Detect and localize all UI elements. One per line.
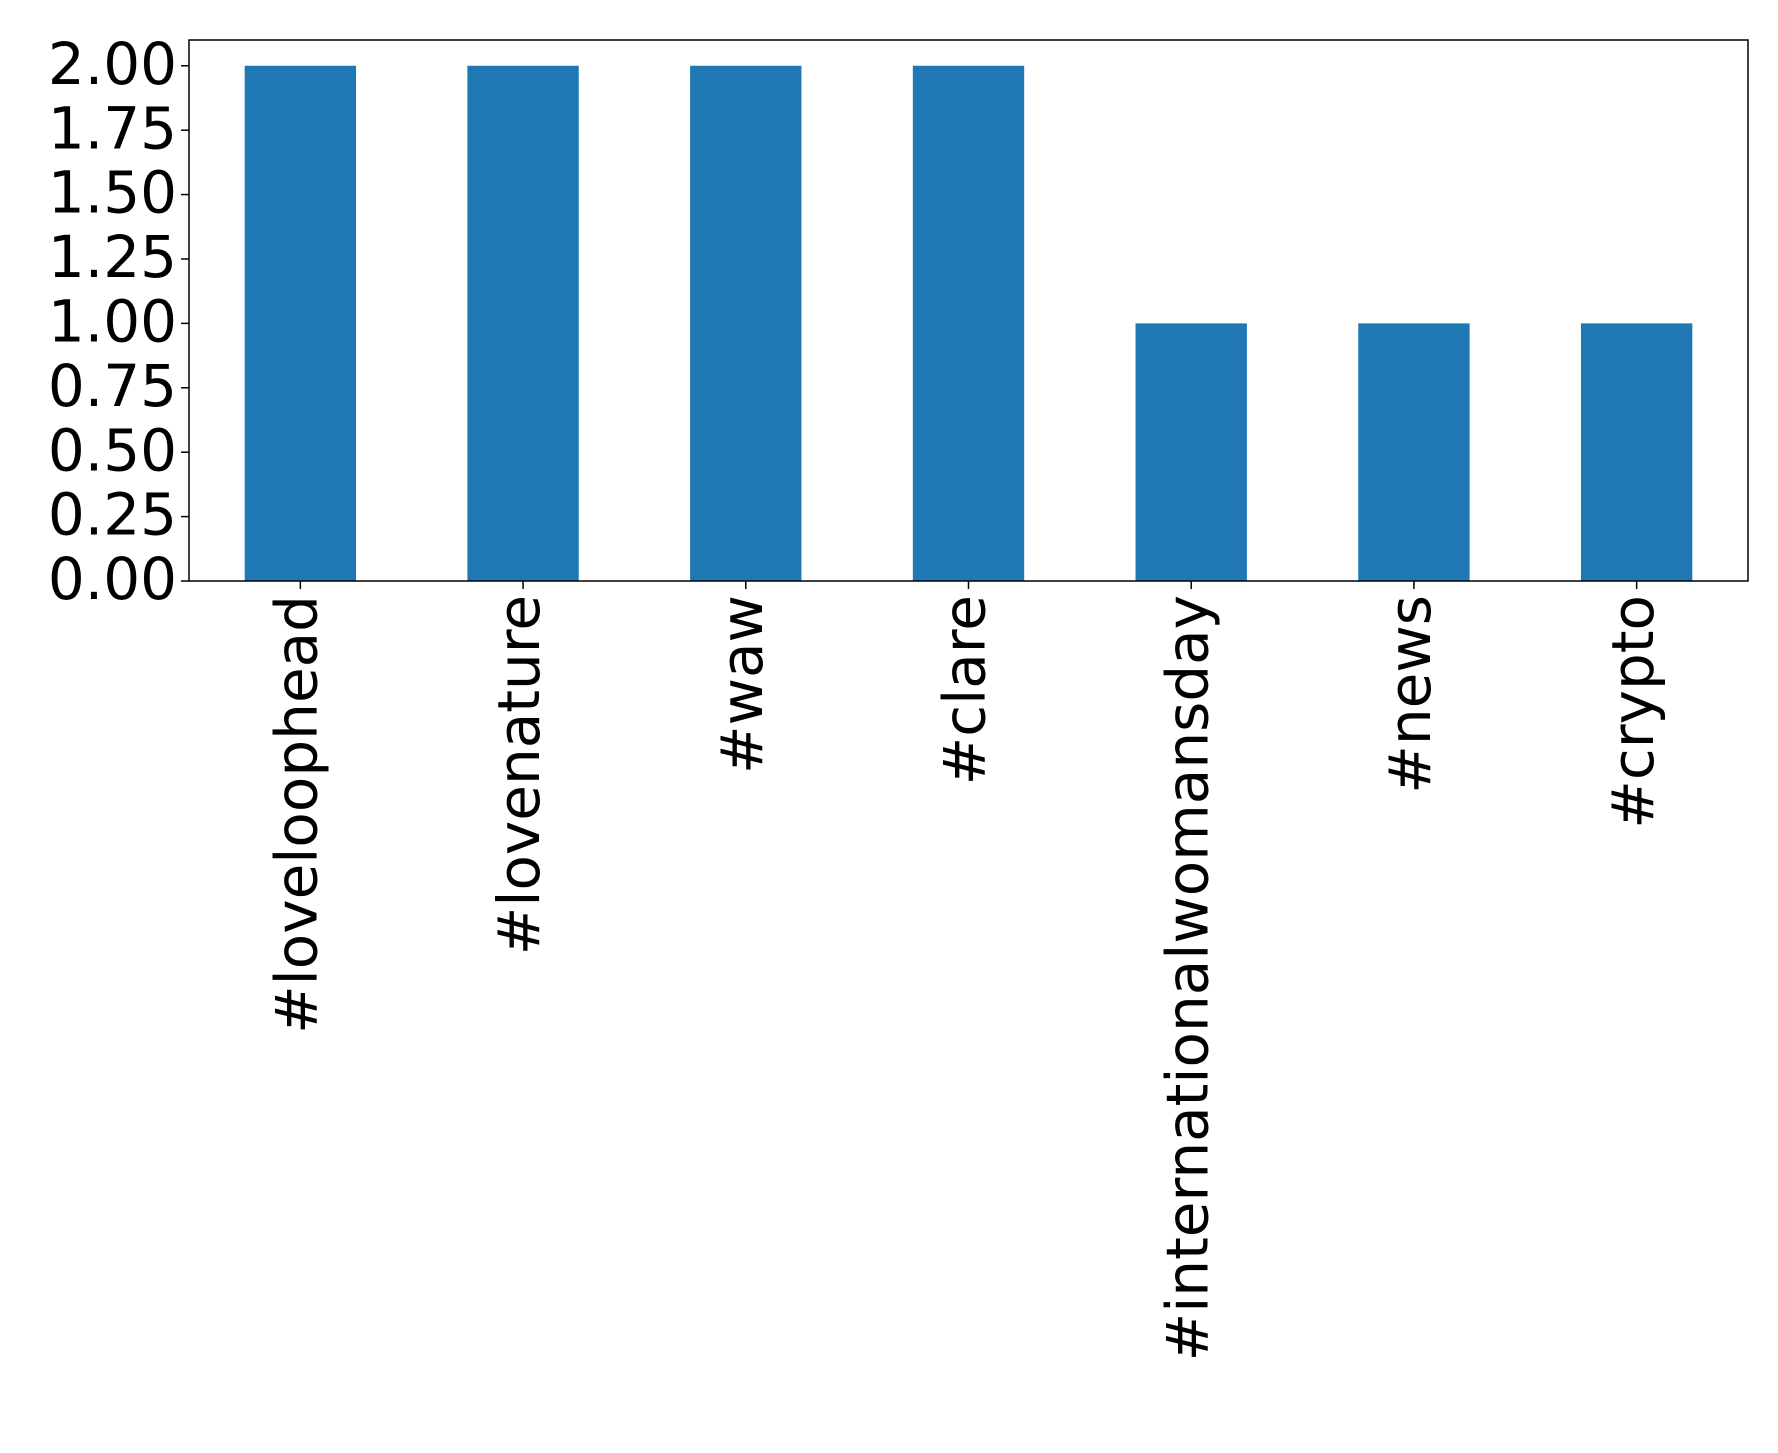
y-tick-label: 1.00 — [48, 287, 177, 355]
x-tick-label: #crypto — [1599, 595, 1667, 829]
bar — [912, 65, 1025, 581]
bar — [467, 65, 579, 581]
x-tick-label: #loveloophead — [262, 595, 330, 1034]
bar — [1135, 323, 1247, 581]
plot-frame — [188, 39, 1749, 582]
x-tick-label: #internationalwomansday — [1153, 595, 1221, 1361]
y-tick-label: 0.75 — [48, 352, 177, 420]
y-tick-label: 1.25 — [48, 223, 177, 291]
y-tick-label: 1.50 — [48, 159, 177, 227]
x-tick-label: #lovenature — [485, 595, 553, 955]
x-tick-label: #news — [1376, 595, 1444, 794]
x-tick-label: #clare — [931, 595, 999, 785]
bar — [244, 65, 357, 581]
y-tick-label: 0.00 — [48, 545, 177, 613]
y-tick-label: 0.50 — [48, 416, 177, 484]
bar — [1358, 323, 1470, 581]
y-tick-label: 2.00 — [48, 30, 177, 98]
y-tick-label: 1.75 — [48, 94, 177, 162]
bar — [690, 65, 802, 581]
y-tick-label: 0.25 — [48, 481, 177, 549]
bar — [1580, 323, 1693, 581]
x-tick-label: #waw — [708, 595, 776, 774]
